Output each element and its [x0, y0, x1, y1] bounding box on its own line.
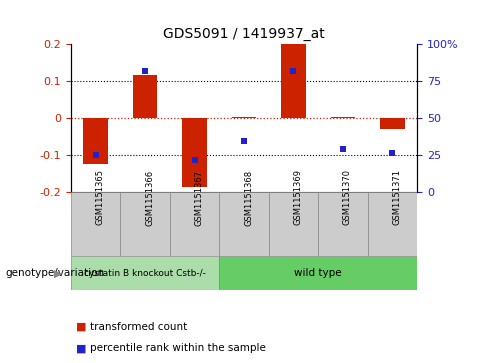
Bar	[71, 256, 219, 290]
Bar	[331, 117, 355, 118]
Title: GDS5091 / 1419937_at: GDS5091 / 1419937_at	[163, 27, 325, 41]
Text: cystatin B knockout Cstb-/-: cystatin B knockout Cstb-/-	[84, 269, 206, 278]
Bar	[269, 192, 318, 256]
Bar	[232, 117, 256, 118]
Bar	[133, 75, 157, 118]
Text: wild type: wild type	[294, 268, 342, 278]
Text: GSM1151366: GSM1151366	[145, 170, 154, 225]
Text: GSM1151365: GSM1151365	[96, 170, 104, 225]
Text: ▶: ▶	[54, 268, 63, 278]
Bar	[71, 192, 120, 256]
Text: GSM1151371: GSM1151371	[392, 170, 402, 225]
Bar	[219, 256, 417, 290]
Text: GSM1151370: GSM1151370	[343, 170, 352, 225]
Text: ■: ■	[76, 343, 86, 354]
Bar	[120, 192, 170, 256]
Bar	[170, 192, 219, 256]
Text: percentile rank within the sample: percentile rank within the sample	[90, 343, 266, 354]
Bar	[219, 192, 269, 256]
Text: GSM1151367: GSM1151367	[195, 170, 203, 225]
Bar	[182, 118, 207, 187]
Text: GSM1151369: GSM1151369	[293, 170, 303, 225]
Bar	[83, 118, 108, 164]
Bar	[281, 44, 306, 118]
Text: transformed count: transformed count	[90, 322, 187, 332]
Text: genotype/variation: genotype/variation	[5, 268, 104, 278]
Text: GSM1151368: GSM1151368	[244, 170, 253, 225]
Bar	[380, 118, 405, 129]
Bar	[318, 192, 368, 256]
Text: ■: ■	[76, 322, 86, 332]
Bar	[368, 192, 417, 256]
